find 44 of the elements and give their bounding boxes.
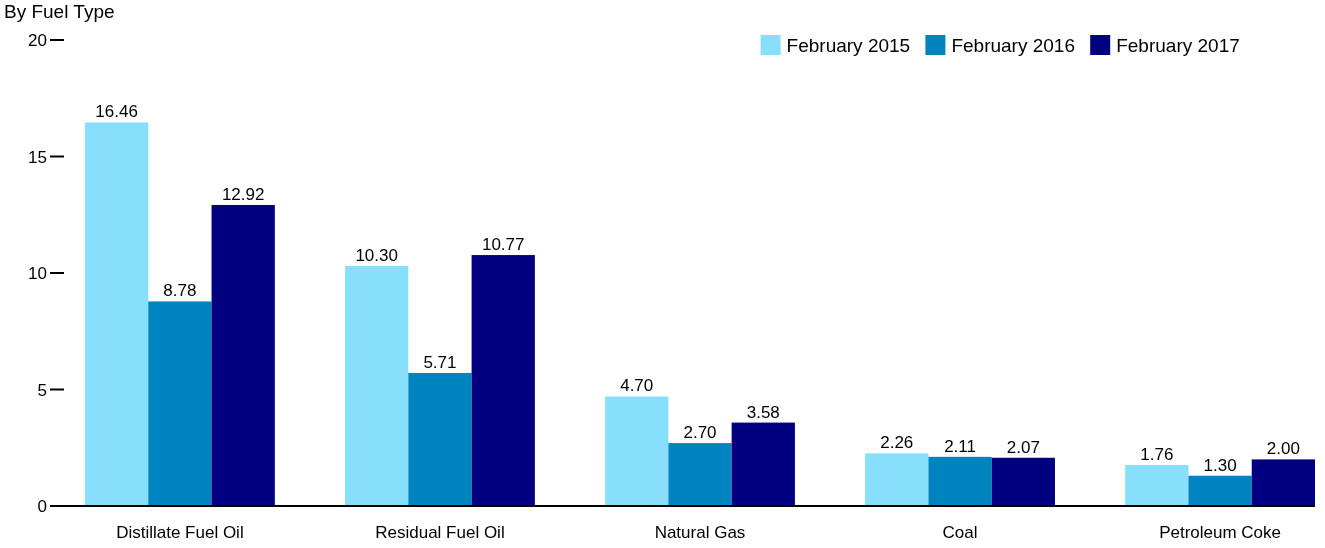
bar xyxy=(345,266,409,506)
y-tick-label: 0 xyxy=(37,497,47,516)
data-label: 2.70 xyxy=(683,423,717,443)
y-tick-label: 15 xyxy=(28,147,47,167)
bar xyxy=(148,301,212,506)
bar xyxy=(1188,475,1252,506)
x-tick-label: Residual Fuel Oil xyxy=(375,523,505,542)
data-label: 5.71 xyxy=(423,352,457,372)
bar xyxy=(928,456,992,506)
bar xyxy=(865,453,929,506)
bar xyxy=(408,372,472,506)
data-label: 3.58 xyxy=(746,402,780,422)
legend-label: February 2015 xyxy=(786,35,911,56)
data-label: 8.78 xyxy=(163,281,197,301)
data-label: 1.30 xyxy=(1203,455,1237,475)
data-label: 1.76 xyxy=(1140,444,1174,464)
bar xyxy=(605,396,669,506)
data-label: 10.77 xyxy=(481,235,525,255)
x-tick-label: Distillate Fuel Oil xyxy=(116,523,244,542)
legend-label: February 2017 xyxy=(1116,35,1240,56)
y-tick-label: 5 xyxy=(37,380,47,400)
data-label: 2.26 xyxy=(880,433,914,453)
bar xyxy=(1251,459,1315,506)
bar xyxy=(211,204,275,506)
x-tick-label: Petroleum Coke xyxy=(1159,523,1282,542)
data-label: 2.00 xyxy=(1266,439,1300,459)
bar xyxy=(991,457,1055,506)
data-label: 10.30 xyxy=(355,246,398,266)
y-tick-label: 10 xyxy=(28,264,47,283)
bar xyxy=(1125,464,1189,506)
data-label: 2.07 xyxy=(1006,437,1040,457)
data-label: 12.92 xyxy=(221,184,265,204)
data-label: 16.46 xyxy=(95,102,138,122)
y-tick-label: 20 xyxy=(28,31,47,50)
bar xyxy=(85,122,149,506)
x-tick-label: Natural Gas xyxy=(654,523,746,542)
chart-title: By Fuel Type xyxy=(4,1,115,22)
bar xyxy=(731,422,795,506)
bar xyxy=(471,255,535,506)
data-label: 4.70 xyxy=(620,376,654,396)
x-tick-label: Coal xyxy=(942,523,978,542)
data-label: 2.11 xyxy=(944,436,976,456)
legend-label: February 2016 xyxy=(951,35,1075,56)
bar xyxy=(668,443,732,506)
